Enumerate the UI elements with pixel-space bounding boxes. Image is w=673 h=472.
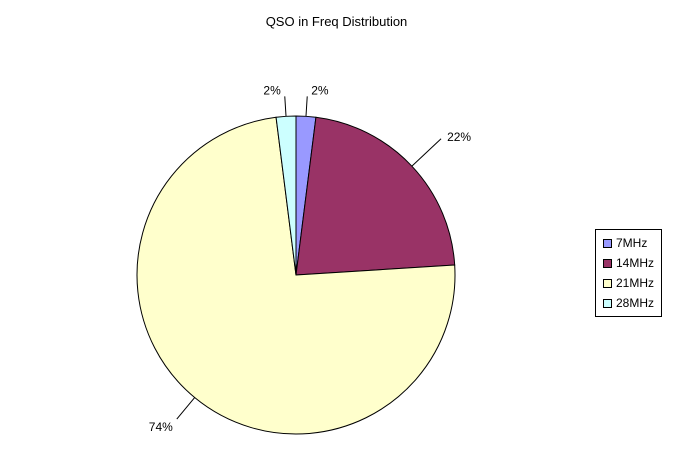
data-label-28mhz: 2%: [263, 83, 281, 97]
legend-label: 21MHz: [616, 276, 655, 290]
legend-swatch: [603, 298, 612, 308]
leader-line-21mhz: [176, 397, 196, 420]
leader-line-14mhz: [411, 138, 442, 167]
legend-label: 7MHz: [616, 236, 648, 250]
chart-title: QSO in Freq Distribution: [265, 14, 408, 29]
data-label-7mhz: 2%: [311, 83, 329, 97]
pie-slice-21mhz: [136, 116, 456, 435]
data-label-21mhz: 74%: [149, 420, 173, 434]
legend-item-21mhz: 21MHz: [603, 273, 661, 293]
data-label-14mhz: 22%: [447, 130, 471, 144]
legend-item-7mhz: 7MHz: [603, 233, 661, 253]
legend: 7MHz 14MHz 21MHz 28MHz: [595, 229, 662, 317]
legend-swatch: [603, 258, 612, 268]
legend-label: 28MHz: [616, 296, 655, 310]
legend-swatch: [603, 238, 612, 248]
pie-slice-14mhz: [295, 116, 456, 276]
leader-line-28mhz: [284, 96, 287, 117]
legend-item-14mhz: 14MHz: [603, 253, 661, 273]
legend-swatch: [603, 278, 612, 288]
legend-item-28mhz: 28MHz: [603, 293, 661, 313]
legend-label: 14MHz: [616, 256, 655, 270]
leader-line-7mhz: [305, 96, 308, 117]
pie-slice-28mhz: [275, 115, 297, 276]
